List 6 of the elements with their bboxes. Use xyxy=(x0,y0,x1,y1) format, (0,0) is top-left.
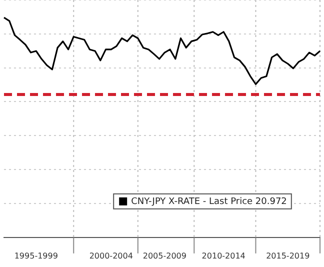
x-tick-label: 1995-1999 xyxy=(14,251,58,260)
x-tick-label: 2005-2009 xyxy=(142,251,186,260)
legend-label: CNY-JPY X-RATE - Last Price 20.972 xyxy=(131,197,287,208)
x-tick-label: 2010-2014 xyxy=(202,251,246,260)
x-tick-label: 2015-2019 xyxy=(266,251,310,260)
x-tick-label: 2000-2004 xyxy=(89,251,133,260)
